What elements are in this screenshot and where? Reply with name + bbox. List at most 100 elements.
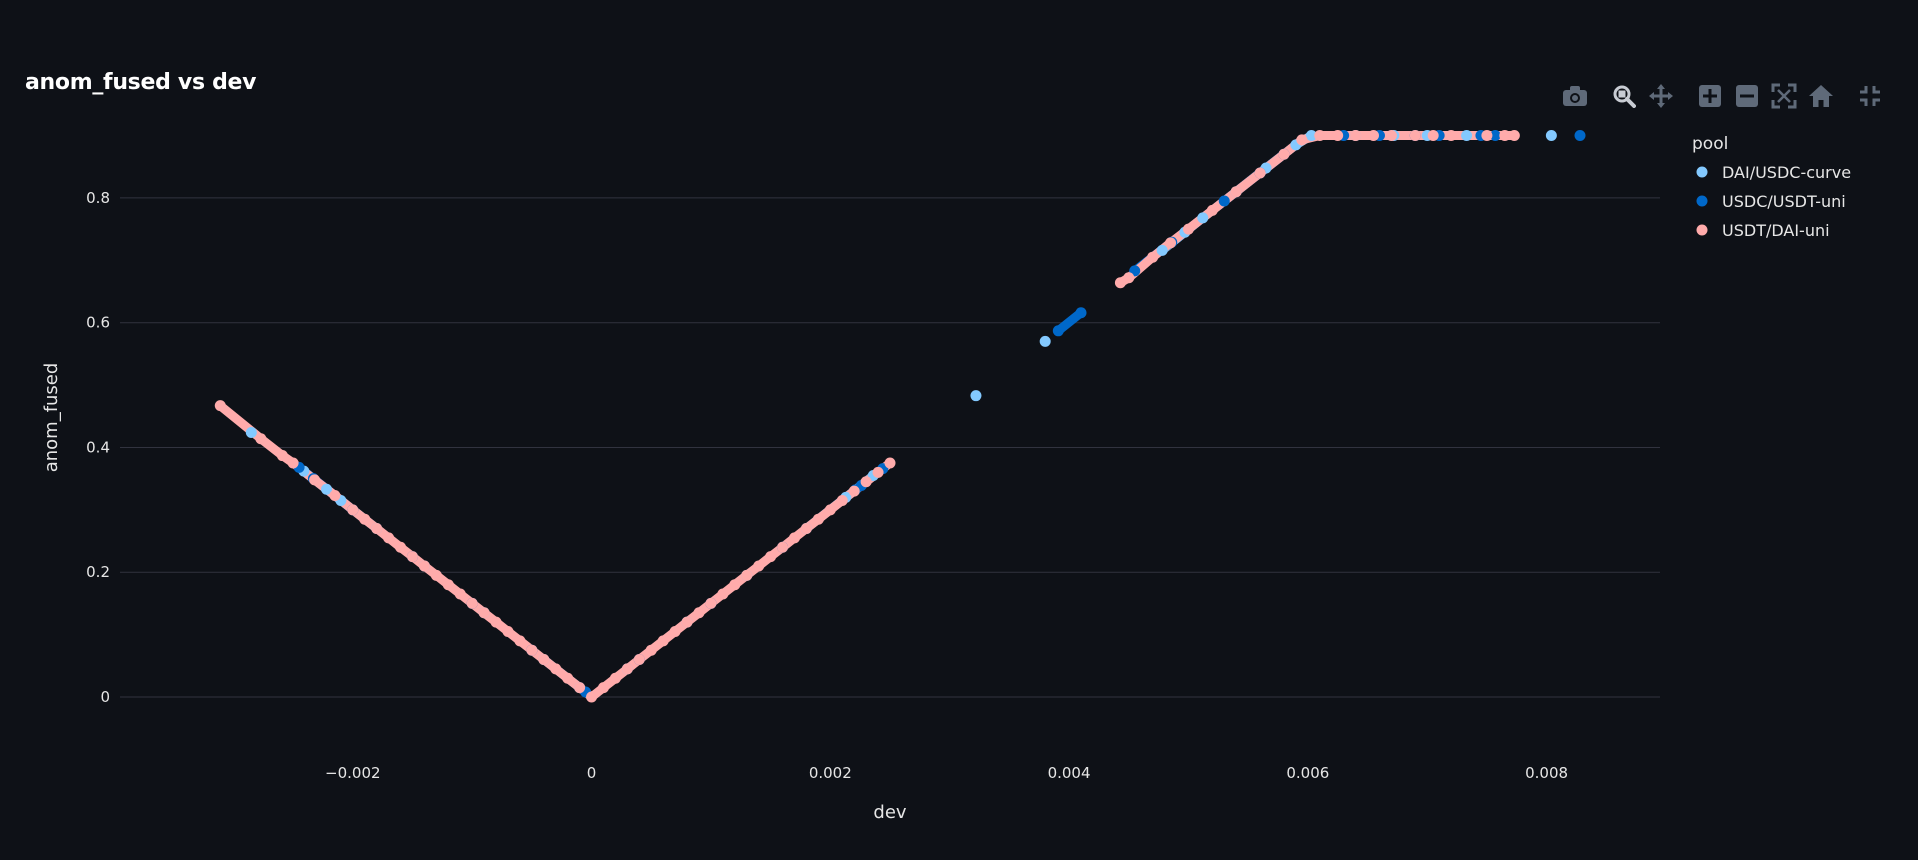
data-point[interactable] <box>245 426 257 438</box>
data-point[interactable] <box>418 560 430 572</box>
point-layer[interactable] <box>214 130 1586 703</box>
legend-item[interactable]: USDT/DAI-uni <box>1696 221 1830 240</box>
data-point[interactable] <box>1052 325 1064 337</box>
data-point[interactable] <box>1545 130 1557 142</box>
data-point[interactable] <box>848 485 860 497</box>
legend-item[interactable]: DAI/USDC-curve <box>1696 163 1852 182</box>
data-point[interactable] <box>406 551 418 563</box>
data-point[interactable] <box>1254 167 1266 179</box>
data-point[interactable] <box>454 588 466 600</box>
data-point[interactable] <box>430 569 442 581</box>
data-point[interactable] <box>1218 195 1230 207</box>
data-point[interactable] <box>1314 130 1326 142</box>
data-point[interactable] <box>1278 148 1290 160</box>
data-point[interactable] <box>1230 186 1242 198</box>
data-point[interactable] <box>872 466 884 478</box>
data-point[interactable] <box>788 532 800 544</box>
data-point[interactable] <box>309 474 321 486</box>
data-point[interactable] <box>836 494 848 506</box>
data-point[interactable] <box>777 541 789 553</box>
data-point[interactable] <box>1367 130 1379 142</box>
reset-axes-button[interactable] <box>1806 81 1836 111</box>
data-point[interactable] <box>466 597 478 609</box>
data-point[interactable] <box>753 560 765 572</box>
data-point[interactable] <box>1305 130 1317 142</box>
data-point[interactable] <box>1499 130 1511 142</box>
data-point[interactable] <box>1165 237 1177 249</box>
data-point[interactable] <box>276 450 288 462</box>
data-point[interactable] <box>1075 307 1087 319</box>
data-point[interactable] <box>633 654 645 666</box>
data-point[interactable] <box>1332 130 1344 142</box>
autoscale-button[interactable] <box>1769 81 1799 111</box>
data-point[interactable] <box>717 588 729 600</box>
data-point[interactable] <box>550 663 562 675</box>
legend-item[interactable]: USDC/USDT-uni <box>1696 192 1846 211</box>
data-point[interactable] <box>538 654 550 666</box>
data-point[interactable] <box>884 457 896 469</box>
data-point[interactable] <box>442 579 454 591</box>
data-point[interactable] <box>526 644 538 656</box>
data-point[interactable] <box>657 635 669 647</box>
download-plot-button[interactable] <box>1560 81 1590 111</box>
data-point[interactable] <box>1197 212 1209 224</box>
data-point[interactable] <box>705 597 717 609</box>
data-point[interactable] <box>645 644 657 656</box>
data-point[interactable] <box>329 489 341 501</box>
data-point[interactable] <box>586 691 598 703</box>
data-point[interactable] <box>669 625 681 637</box>
data-point[interactable] <box>490 616 502 628</box>
data-point[interactable] <box>609 672 621 684</box>
data-point[interactable] <box>371 523 383 535</box>
data-point[interactable] <box>1445 130 1457 142</box>
data-point[interactable] <box>321 483 333 495</box>
data-point[interactable] <box>741 569 753 581</box>
data-point[interactable] <box>574 682 586 694</box>
data-point[interactable] <box>1385 130 1397 142</box>
data-point[interactable] <box>1508 130 1520 142</box>
data-point[interactable] <box>214 400 226 412</box>
data-point[interactable] <box>1489 130 1501 142</box>
data-point[interactable] <box>562 672 574 684</box>
data-point[interactable] <box>1296 134 1308 146</box>
data-point[interactable] <box>287 457 299 469</box>
data-point[interactable] <box>681 616 693 628</box>
data-point[interactable] <box>765 551 777 563</box>
data-point[interactable] <box>597 682 609 694</box>
data-point[interactable] <box>970 390 982 402</box>
zoom-in-button[interactable] <box>1695 81 1725 111</box>
data-point[interactable] <box>621 663 633 675</box>
data-point[interactable] <box>383 532 395 544</box>
data-point[interactable] <box>1409 130 1421 142</box>
data-point[interactable] <box>514 635 526 647</box>
data-point[interactable] <box>1481 130 1493 142</box>
data-point[interactable] <box>824 504 836 516</box>
data-point[interactable] <box>1123 272 1135 284</box>
legend[interactable]: pool DAI/USDC-curve USDC/USDT-uni USDT/DAI… <box>1692 134 1851 240</box>
data-point[interactable] <box>1350 130 1362 142</box>
data-point[interactable] <box>812 513 824 525</box>
data-point[interactable] <box>1182 223 1194 235</box>
data-point[interactable] <box>478 607 490 619</box>
data-point[interactable] <box>255 433 267 445</box>
data-point[interactable] <box>359 513 371 525</box>
zoom-out-button[interactable] <box>1732 81 1762 111</box>
data-point[interactable] <box>1147 251 1159 263</box>
data-point[interactable] <box>395 541 407 553</box>
data-point[interactable] <box>502 625 514 637</box>
data-point[interactable] <box>1114 277 1126 289</box>
data-point[interactable] <box>729 579 741 591</box>
data-point[interactable] <box>1039 335 1051 347</box>
data-point[interactable] <box>1461 130 1473 142</box>
zoom-button[interactable] <box>1609 81 1639 111</box>
data-point[interactable] <box>1427 130 1439 142</box>
data-point[interactable] <box>1206 204 1218 216</box>
data-point[interactable] <box>1574 130 1586 142</box>
pan-button[interactable] <box>1646 81 1676 111</box>
data-point[interactable] <box>860 476 872 488</box>
data-point[interactable] <box>1156 244 1168 256</box>
data-point[interactable] <box>347 504 359 516</box>
data-point[interactable] <box>693 607 705 619</box>
data-point[interactable] <box>800 523 812 535</box>
